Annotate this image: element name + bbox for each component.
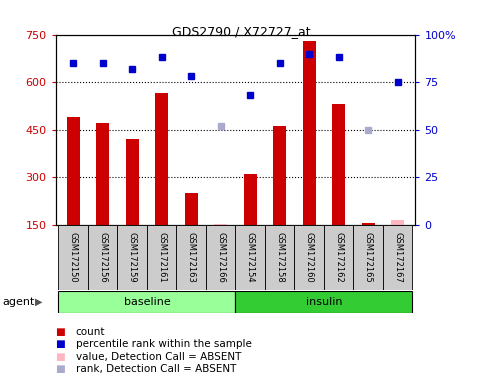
Text: GSM172154: GSM172154: [246, 232, 255, 283]
Text: GSM172150: GSM172150: [69, 232, 78, 283]
Bar: [185, 193, 198, 225]
Text: rank, Detection Call = ABSENT: rank, Detection Call = ABSENT: [76, 364, 236, 374]
Bar: [214, 224, 227, 225]
Text: baseline: baseline: [124, 297, 170, 307]
Text: GSM172167: GSM172167: [393, 232, 402, 283]
Text: insulin: insulin: [306, 297, 342, 307]
Bar: [324, 225, 354, 290]
Text: GSM172162: GSM172162: [334, 232, 343, 283]
Text: ■: ■: [56, 352, 65, 362]
Bar: [117, 225, 147, 290]
Text: GSM172156: GSM172156: [98, 232, 107, 283]
Bar: [383, 225, 412, 290]
Bar: [295, 225, 324, 290]
Bar: [302, 41, 316, 225]
Text: ■: ■: [56, 364, 65, 374]
Bar: [58, 225, 88, 290]
Bar: [126, 139, 139, 225]
Bar: [332, 104, 345, 225]
Text: agent: agent: [2, 297, 35, 307]
Text: GSM172160: GSM172160: [305, 232, 313, 283]
Text: GSM172165: GSM172165: [364, 232, 373, 283]
Text: ■: ■: [56, 327, 65, 337]
Bar: [67, 117, 80, 225]
Bar: [243, 174, 257, 225]
Text: ■: ■: [56, 339, 65, 349]
Bar: [88, 225, 117, 290]
Bar: [176, 225, 206, 290]
Bar: [362, 223, 375, 225]
Text: GSM172166: GSM172166: [216, 232, 225, 283]
Bar: [155, 93, 169, 225]
Bar: [273, 126, 286, 225]
Bar: [354, 225, 383, 290]
Text: GSM172161: GSM172161: [157, 232, 166, 283]
Text: value, Detection Call = ABSENT: value, Detection Call = ABSENT: [76, 352, 241, 362]
Text: GDS2790 / X72727_at: GDS2790 / X72727_at: [172, 25, 311, 38]
Bar: [147, 225, 176, 290]
Text: ▶: ▶: [35, 297, 43, 307]
Bar: [236, 225, 265, 290]
Bar: [96, 123, 109, 225]
Bar: [236, 291, 412, 313]
Text: GSM172163: GSM172163: [187, 232, 196, 283]
Bar: [391, 220, 404, 225]
Text: percentile rank within the sample: percentile rank within the sample: [76, 339, 252, 349]
Bar: [265, 225, 295, 290]
Text: count: count: [76, 327, 105, 337]
Text: GSM172159: GSM172159: [128, 232, 137, 283]
Bar: [58, 291, 236, 313]
Text: GSM172158: GSM172158: [275, 232, 284, 283]
Bar: [206, 225, 236, 290]
